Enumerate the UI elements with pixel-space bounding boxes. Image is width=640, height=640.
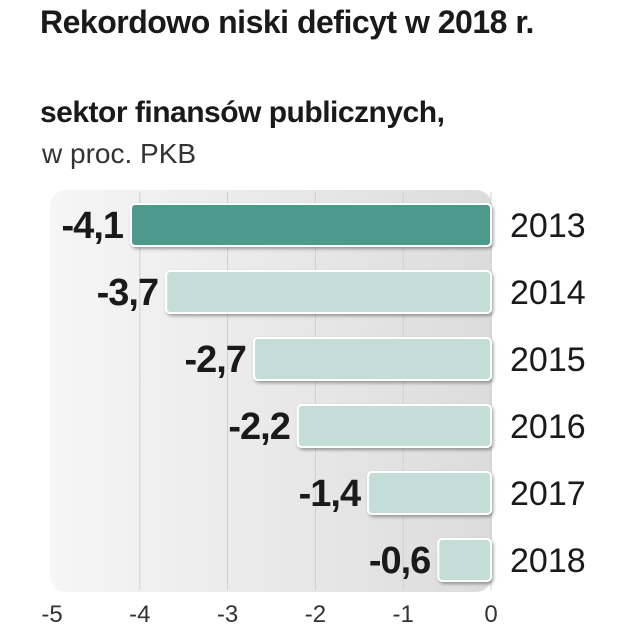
value-labels: -4,1 -3,7 -2,7 -2,2-1,4-0,6 [62, 205, 432, 582]
chart-unit: w proc. PKB [42, 138, 197, 169]
value-label: -2,7 [184, 339, 245, 381]
category-label: 2016 [510, 408, 586, 446]
category-label: 2015 [510, 341, 586, 379]
x-axis-ticks: -5 -4 -3 -2 -1 0 [41, 601, 497, 628]
chart-title: Rekordowo niski deficyt w 2018 r. [40, 4, 534, 40]
bar [367, 471, 492, 515]
gridlines [139, 192, 492, 590]
x-tick-label: -3 [217, 601, 238, 628]
bar [130, 203, 493, 247]
value-label: -0,6 [369, 540, 430, 582]
category-label: 2014 [510, 274, 586, 312]
category-label: 2018 [510, 542, 586, 580]
x-tick-label: -1 [393, 601, 414, 628]
value-label: -4,1 [62, 205, 124, 247]
chart-panel [50, 190, 492, 592]
category-labels: 2013 2014 2015 2016 2017 2018 [510, 207, 586, 580]
x-tick-label: -5 [41, 601, 62, 628]
x-tick-label: -2 [305, 601, 326, 628]
bars [130, 203, 493, 582]
value-label: -1,4 [299, 473, 361, 515]
value-label: -3,7 [97, 272, 158, 314]
chart-subtitle: sektor finansów publicznych, [40, 96, 445, 129]
category-label: 2013 [510, 207, 586, 245]
value-label: -2,2 [228, 406, 289, 448]
category-label: 2017 [510, 475, 586, 513]
bar [165, 270, 492, 314]
x-tick-label: -4 [129, 601, 150, 628]
x-tick-label: 0 [484, 601, 497, 628]
bar [437, 538, 493, 582]
bar [252, 337, 492, 381]
bar [296, 404, 492, 448]
